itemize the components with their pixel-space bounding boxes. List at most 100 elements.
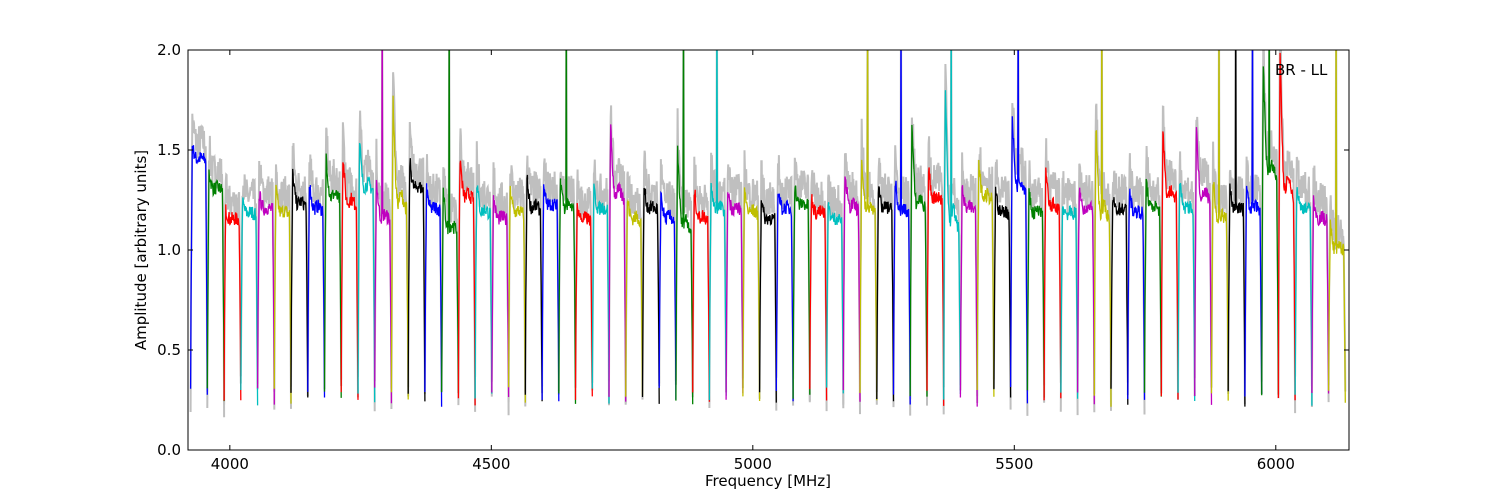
y-axis-label: Amplitude [arbitrary units] xyxy=(132,150,150,350)
channel-line-29 xyxy=(675,50,694,405)
channel-line-43 xyxy=(909,124,928,397)
envelope-channel-10 xyxy=(357,110,376,412)
envelope-channel-34 xyxy=(758,160,778,411)
channel-line-14 xyxy=(424,183,443,407)
channel-line-5 xyxy=(273,184,292,404)
envelope-channel-7 xyxy=(306,154,326,392)
envelope-channel-57 xyxy=(1143,145,1163,400)
channel-line-16 xyxy=(457,160,476,406)
channel-line-37 xyxy=(809,194,828,401)
y-tick-label-2: 1.0 xyxy=(157,241,181,259)
channel-line-12 xyxy=(390,95,409,400)
envelope-channel-5 xyxy=(273,164,292,410)
channel-line-51 xyxy=(1043,167,1062,401)
envelope-channel-33 xyxy=(741,150,761,399)
channel-line-17 xyxy=(474,185,493,399)
envelope-channel-46 xyxy=(959,152,979,397)
envelope-channel-28 xyxy=(658,159,677,385)
channel-line-7 xyxy=(307,184,326,398)
channel-line-4 xyxy=(256,191,275,405)
envelope-channel-12 xyxy=(390,72,410,410)
channel-line-50 xyxy=(1026,188,1045,398)
series-layer xyxy=(189,50,1346,407)
channel-line-21 xyxy=(541,184,560,402)
envelope-channel-13 xyxy=(407,121,426,392)
channel-line-25 xyxy=(608,124,627,402)
channel-line-40 xyxy=(859,50,878,401)
envelope-channel-14 xyxy=(423,154,443,395)
envelope-channel-56 xyxy=(1126,153,1146,415)
envelope-channel-19 xyxy=(507,165,527,403)
envelope-channel-30 xyxy=(691,156,711,403)
x-tick-label-4: 6000 xyxy=(1257,455,1295,473)
channel-line-60 xyxy=(1194,127,1213,405)
y-tick-label-3: 1.5 xyxy=(157,141,181,159)
channel-line-32 xyxy=(725,192,744,400)
y-tick-label-1: 0.5 xyxy=(157,341,181,359)
channel-line-28 xyxy=(658,190,677,400)
channel-line-9 xyxy=(340,162,359,400)
channel-line-55 xyxy=(1110,197,1129,405)
envelope-channel-66 xyxy=(1294,156,1313,387)
channel-line-52 xyxy=(1060,204,1079,399)
channel-line-48 xyxy=(993,186,1012,398)
channel-line-68 xyxy=(1327,50,1346,403)
channel-line-42 xyxy=(892,50,911,405)
channel-line-63 xyxy=(1244,50,1263,397)
x-tick-label-0: 4000 xyxy=(211,455,249,473)
envelope-channel-2 xyxy=(223,172,242,405)
channel-line-44 xyxy=(926,167,945,406)
envelope-channel-38 xyxy=(825,174,845,409)
envelope-channel-9 xyxy=(340,122,359,398)
channel-line-64 xyxy=(1261,50,1280,396)
envelope-channel-0 xyxy=(189,113,209,413)
channel-line-24 xyxy=(591,183,610,404)
envelope-channel-17 xyxy=(474,141,493,397)
channel-line-41 xyxy=(876,186,895,402)
channel-line-56 xyxy=(1127,188,1146,400)
x-tick-label-3: 5500 xyxy=(995,455,1033,473)
channel-line-34 xyxy=(758,200,777,403)
x-tick-label-2: 5000 xyxy=(734,455,772,473)
channel-line-61 xyxy=(1210,50,1229,401)
channel-line-47 xyxy=(976,159,995,397)
envelope-channel-18 xyxy=(490,162,510,416)
channel-line-18 xyxy=(491,195,510,398)
envelope-channel-67 xyxy=(1310,165,1330,408)
envelope-channel-26 xyxy=(624,171,644,405)
channel-line-1 xyxy=(206,169,225,402)
x-axis-label: Frequency [MHz] xyxy=(705,472,831,490)
envelope-channel-23 xyxy=(574,169,594,391)
channel-line-67 xyxy=(1311,195,1330,394)
channel-line-46 xyxy=(959,185,978,407)
envelope-channel-55 xyxy=(1110,170,1129,411)
envelope-channel-32 xyxy=(725,164,744,389)
channel-line-19 xyxy=(507,185,526,403)
channel-line-20 xyxy=(524,174,543,402)
channel-line-36 xyxy=(792,185,811,399)
channel-line-58 xyxy=(1160,131,1179,400)
channel-line-22 xyxy=(558,50,577,404)
envelope-layer xyxy=(189,50,1347,418)
channel-line-23 xyxy=(574,202,593,400)
channel-line-3 xyxy=(240,197,259,406)
channel-line-33 xyxy=(742,187,761,402)
envelope-channel-47 xyxy=(976,147,995,404)
x-tick-label-1: 4500 xyxy=(472,455,510,473)
envelope-channel-4 xyxy=(256,160,276,392)
channel-line-65 xyxy=(1277,52,1296,401)
envelope-channel-6 xyxy=(290,143,309,397)
envelope-channel-37 xyxy=(808,170,828,412)
channel-line-2 xyxy=(223,204,242,401)
envelope-channel-3 xyxy=(239,174,259,384)
channel-line-10 xyxy=(357,142,376,403)
channel-line-13 xyxy=(407,158,426,402)
y-tick-label-0: 0.0 xyxy=(157,441,181,459)
channel-line-45 xyxy=(943,50,962,400)
channel-line-15 xyxy=(440,50,460,394)
ticks-layer: 4000 4500 5000 5500 6000 0.0 0.5 1.0 1.5 2.0 xyxy=(157,41,1349,473)
annotation-label: BR - LL xyxy=(1275,61,1328,79)
envelope-channel-36 xyxy=(792,157,811,401)
